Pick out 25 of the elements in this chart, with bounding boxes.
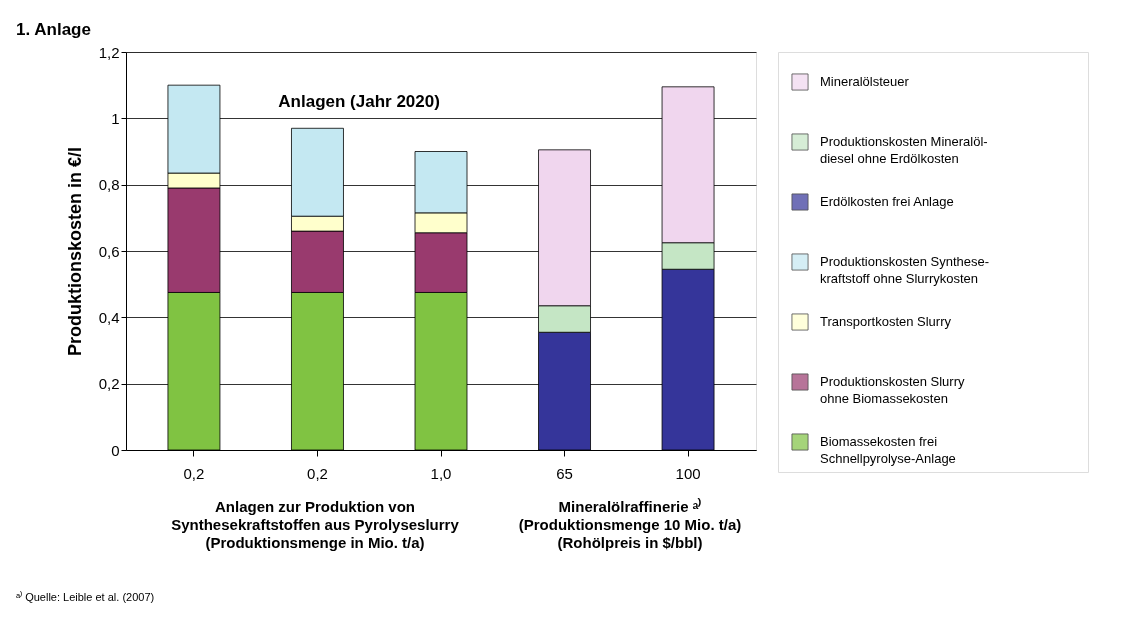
legend-label: Produktionskosten Slurry ohne Biomassekosten: [820, 374, 966, 406]
legend-label: Produktionskosten Mineralöl- diesel ohne Erdölkosten: [820, 134, 988, 166]
y-tick-label: 0,6: [98, 242, 120, 260]
legend-label: Mineralölsteuer: [820, 74, 910, 89]
y-tick-label: 0: [111, 441, 120, 459]
y-tick-label: 1,2: [98, 43, 120, 61]
x-tick-label: 0,2: [183, 464, 205, 482]
chart-title: 1. Anlage: [16, 20, 91, 39]
text: Anlagen zur Produktion von Synthesekraftstoffen aus Pyrolyseslurry (Produktionsmenge in Mio. t/a): [171, 498, 460, 551]
x-tick-label: 1,0: [430, 464, 452, 482]
x-tick-label: 0,2: [307, 464, 328, 482]
text: ᵃ⁾ Quelle: Leible et al. (2007): [16, 591, 155, 603]
y-tick-label: 0,4: [98, 308, 120, 326]
y-tick-label: 1: [111, 109, 120, 127]
y-tick-label: 0,2: [98, 375, 120, 393]
text: Mineralölraffinerie ᵃ⁾ (Produktionsmenge 10 Mio. t/a) (Rohölpreis in $/bbl): [518, 498, 742, 551]
y-axis-title: Produktionskosten in €/l: [64, 146, 85, 357]
legend-label: Transportkosten Slurry: [820, 314, 952, 329]
y-tick-label: 0,8: [98, 176, 120, 194]
annotation: Anlagen (Jahr 2020): [278, 92, 440, 111]
legend-label: Produktionskosten Synthese- kraftstoff ohne Slurrykosten: [820, 254, 990, 286]
x-tick-label: 65: [556, 464, 573, 482]
x-tick-label: 100: [675, 464, 701, 482]
legend-label: Erdölkosten frei Anlage: [820, 194, 954, 209]
legend-label: Biomassekosten frei Schnellpyrolyse-Anlage: [820, 434, 956, 466]
